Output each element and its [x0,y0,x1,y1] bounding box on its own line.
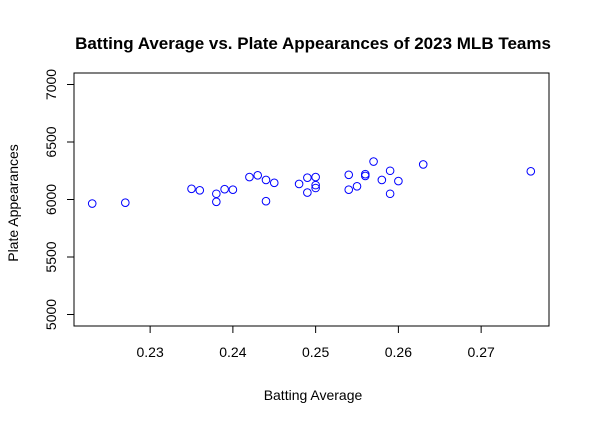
data-point [121,198,130,208]
y-tick-label: 7000 [43,69,59,100]
data-point [187,184,196,194]
data-point [360,169,370,179]
data-point [253,171,263,180]
y-tick-label: 6000 [43,184,59,215]
data-point [418,160,428,169]
data-point [344,170,354,180]
data-point [385,166,395,176]
data-point [311,180,320,190]
data-point [311,183,320,193]
y-axis: 5000 5500 6000 6500 7000 [43,69,75,330]
x-tick-label: 0.25 [302,344,329,360]
y-tick-label: 5000 [43,299,59,330]
data-point [344,185,354,195]
data-point [269,178,279,188]
data-point [360,171,370,181]
x-tick-label: 0.26 [385,344,412,360]
data-point [303,173,312,182]
data-point [311,172,320,182]
y-axis-label: Plate Appearances [5,144,21,262]
y-tick-label: 5500 [43,241,59,272]
data-point [385,189,395,199]
x-axis-label: Batting Average [264,387,363,403]
data-point [369,157,378,166]
data-point [352,181,362,191]
x-axis: 0.23 0.24 0.25 0.26 0.27 [137,325,495,360]
y-tick-label: 6500 [43,126,59,157]
data-point [303,188,312,197]
data-point [87,199,97,208]
x-tick-label: 0.23 [137,344,164,360]
x-tick-label: 0.24 [219,344,246,360]
data-point [228,185,238,195]
plot-area-frame [73,72,550,327]
data-point [245,172,254,182]
data-point [261,196,271,206]
data-point [220,184,229,194]
data-point [394,176,403,186]
data-point [377,175,387,185]
data-point [212,189,221,199]
data-points [87,157,536,208]
chart-title: Batting Average vs. Plate Appearances of… [75,34,551,53]
data-point [294,179,304,189]
data-point [212,197,221,207]
data-point [526,167,536,176]
x-tick-label: 0.27 [468,344,495,360]
data-point [195,186,205,195]
data-point [261,175,271,185]
